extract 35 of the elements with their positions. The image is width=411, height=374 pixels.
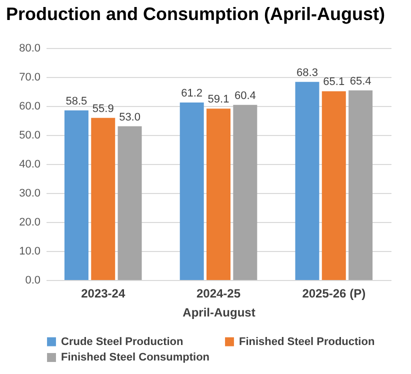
bar xyxy=(118,126,142,280)
legend-label: Finished Steel Consumption xyxy=(61,352,210,364)
x-axis-title: April-August xyxy=(182,306,256,320)
bar xyxy=(206,108,230,280)
y-tick-label: 50.0 xyxy=(19,130,40,142)
y-tick-label: 40.0 xyxy=(19,158,40,170)
y-tick-label: 60.0 xyxy=(19,100,40,112)
x-tick-label: 2024-25 xyxy=(196,286,241,300)
chart-title: Production and Consumption (April-August) xyxy=(6,4,385,24)
data-label: 59.1 xyxy=(208,94,230,106)
x-tick-label: 2023-24 xyxy=(81,286,126,300)
bar xyxy=(295,82,320,280)
data-label: 60.4 xyxy=(234,90,256,102)
data-label: 55.9 xyxy=(92,102,114,115)
data-label: 68.3 xyxy=(296,66,318,79)
data-label: 65.4 xyxy=(350,75,372,88)
bar xyxy=(348,90,373,280)
y-tick-label: 20.0 xyxy=(19,216,40,228)
data-label: 58.5 xyxy=(66,95,88,108)
data-label: 61.2 xyxy=(181,88,203,100)
y-tick-label: 30.0 xyxy=(19,188,40,200)
y-tick-label: 70.0 xyxy=(19,72,40,84)
y-tick-label: 0.0 xyxy=(25,274,40,286)
legend-label: Crude Steel Production xyxy=(61,336,184,348)
bar xyxy=(233,104,258,280)
data-label: 53.0 xyxy=(119,111,140,124)
y-tick-label: 80.0 xyxy=(19,42,40,54)
bar xyxy=(64,110,88,280)
data-label: 65.1 xyxy=(323,76,345,88)
y-tick-label: 10.0 xyxy=(19,246,40,258)
x-tick-label: 2025-26 (P) xyxy=(302,286,366,300)
legend-label: Finished Steel Production xyxy=(239,336,375,348)
bar xyxy=(180,102,204,280)
bar xyxy=(322,91,346,280)
bar xyxy=(91,118,116,280)
